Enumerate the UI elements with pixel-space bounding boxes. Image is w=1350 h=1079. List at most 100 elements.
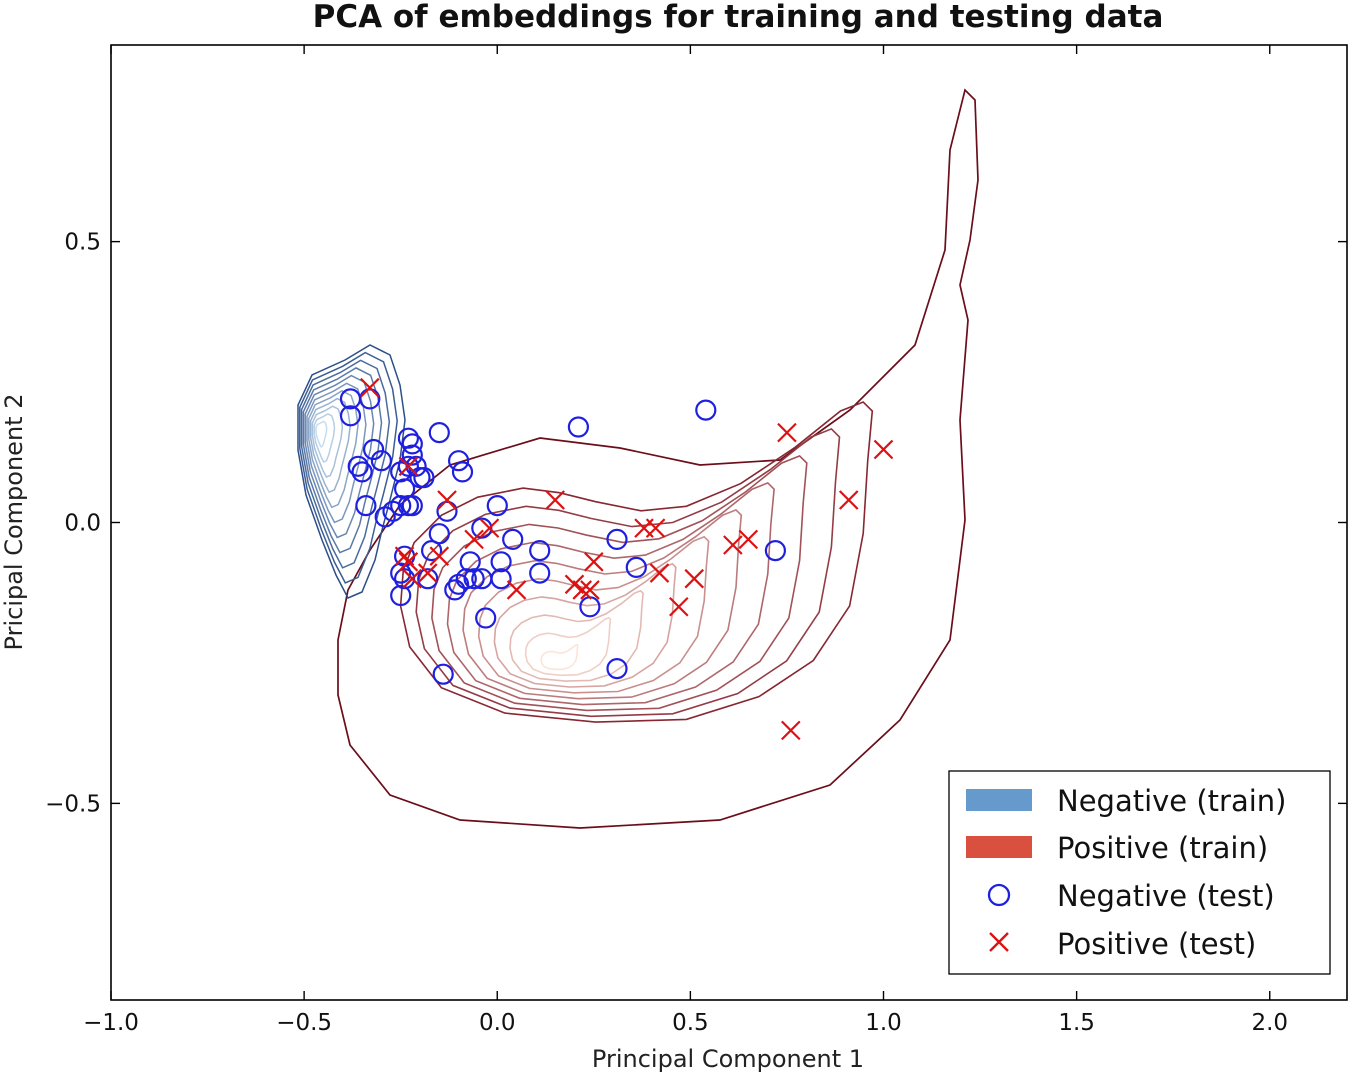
- positive-test-point: [584, 552, 604, 572]
- negative-test-point: [490, 568, 512, 590]
- negative-test-point: [405, 455, 427, 477]
- negative-test-point: [486, 495, 508, 517]
- positive-test-point: [873, 439, 894, 460]
- negative-test-point: [390, 495, 412, 517]
- x-tick-label: 2.0: [1251, 1010, 1288, 1036]
- negative-test-point: [421, 539, 443, 562]
- positive-test-point: [781, 720, 801, 741]
- kde-negative-level-1: [297, 344, 406, 599]
- kde-positive-train: [337, 88, 979, 829]
- negative-test-point: [351, 461, 373, 483]
- x-tick-label: 0.0: [479, 1010, 516, 1036]
- negative-test-point: [529, 539, 551, 562]
- positive-test-point: [417, 563, 438, 583]
- negative-test-point: [401, 444, 423, 466]
- kde-negative-train: [297, 344, 406, 599]
- test-points: [339, 377, 894, 741]
- axis-ticks: −1.0 −0.5 0.0 0.5 1.0 1.5 2.0 −0.5 0.0 0.5: [45, 45, 1347, 1036]
- positive-test-point: [649, 563, 670, 583]
- negative-test-point: [448, 450, 470, 472]
- kde-positive-level-1: [337, 88, 979, 829]
- positive-test-point: [572, 580, 593, 600]
- negative-test-point: [451, 461, 474, 483]
- negative-test-point: [355, 495, 377, 517]
- x-tick-label: 0.5: [672, 1010, 709, 1036]
- kde-positive-level-7: [477, 535, 710, 694]
- negative-test-point: [606, 657, 628, 680]
- kde-negative-level-10: [313, 413, 336, 463]
- legend-label-negative-test: Negative (test): [1057, 879, 1275, 913]
- kde-positive-level-10: [524, 616, 612, 677]
- negative-test-point: [417, 568, 439, 590]
- negative-test-point: [625, 556, 647, 579]
- positive-test-point: [479, 518, 500, 538]
- kde-negative-level-8: [309, 397, 351, 494]
- negative-test-point: [401, 433, 423, 455]
- kde-positive-level-9: [509, 589, 644, 682]
- positive-test-point: [723, 535, 743, 555]
- negative-test-point: [448, 573, 470, 595]
- negative-test-point: [490, 551, 512, 573]
- y-tick-label: −0.5: [45, 791, 101, 817]
- negative-test-point: [359, 388, 381, 410]
- negative-test-point: [459, 551, 481, 573]
- negative-test-point: [401, 495, 423, 517]
- positive-test-point: [506, 580, 527, 600]
- negative-test-point: [695, 399, 717, 421]
- negative-test-point: [432, 663, 454, 685]
- negative-test-point: [370, 450, 392, 472]
- legend-label-positive-train: Positive (train): [1057, 831, 1268, 865]
- negative-test-point: [764, 539, 787, 562]
- negative-test-point: [606, 528, 628, 551]
- positive-test-point: [402, 568, 423, 589]
- negative-test-point: [390, 584, 412, 607]
- x-tick-label: −1.0: [83, 1010, 139, 1036]
- kde-positive-level-3: [415, 427, 841, 718]
- kde-negative-level-9: [311, 405, 344, 478]
- negative-test-point: [339, 405, 362, 427]
- legend: Negative (train) Positive (train) Negati…: [948, 770, 1331, 975]
- positive-test-point: [669, 596, 689, 617]
- positive-test-point: [580, 580, 600, 600]
- positive-test-point: [464, 529, 484, 550]
- negative-test-point: [567, 416, 590, 438]
- chart-title: PCA of embeddings for training and testi…: [313, 0, 1164, 35]
- legend-marker-positive-test: [989, 932, 1009, 952]
- x-tick-label: 1.5: [1058, 1010, 1095, 1036]
- legend-label-positive-test: Positive (test): [1057, 927, 1256, 961]
- kde-positive-level-5: [446, 481, 775, 706]
- positive-test-point: [645, 518, 666, 538]
- negative-test-point: [475, 607, 497, 629]
- positive-test-point: [777, 422, 797, 443]
- kde-negative-level-5: [304, 374, 375, 539]
- kde-negative-level-2: [299, 351, 398, 584]
- x-axis-label: Principal Component 1: [592, 1045, 864, 1073]
- positive-test-point: [398, 456, 419, 477]
- x-tick-label: 1.0: [865, 1010, 902, 1036]
- negative-test-point: [397, 455, 419, 477]
- legend-swatch-positive-train: [966, 836, 1032, 858]
- y-axis-label: Pricipal Component 2: [0, 394, 28, 651]
- negative-test-point: [463, 568, 485, 590]
- positive-test-point: [429, 546, 450, 566]
- positive-test-point: [545, 490, 565, 510]
- negative-test-point: [529, 562, 551, 584]
- negative-test-point: [363, 438, 385, 461]
- kde-positive-level-8: [493, 562, 677, 688]
- negative-test-point: [413, 467, 435, 489]
- kde-positive-level-11: [540, 643, 579, 671]
- positive-test-point: [437, 490, 457, 510]
- positive-test-point: [684, 568, 705, 589]
- kde-positive-level-4: [431, 454, 808, 712]
- negative-test-point: [394, 568, 416, 590]
- y-tick-label: 0.0: [64, 511, 101, 537]
- negative-test-point: [428, 422, 450, 444]
- positive-test-point: [738, 529, 759, 550]
- positive-test-point: [394, 546, 415, 566]
- negative-test-point: [579, 596, 601, 618]
- negative-test-point: [502, 528, 524, 551]
- kde-negative-level-11: [315, 420, 328, 448]
- legend-label-negative-train: Negative (train): [1057, 784, 1287, 818]
- negative-test-point: [444, 579, 466, 601]
